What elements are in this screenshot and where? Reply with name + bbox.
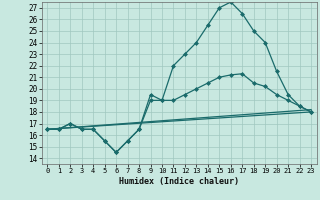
X-axis label: Humidex (Indice chaleur): Humidex (Indice chaleur) [119, 177, 239, 186]
